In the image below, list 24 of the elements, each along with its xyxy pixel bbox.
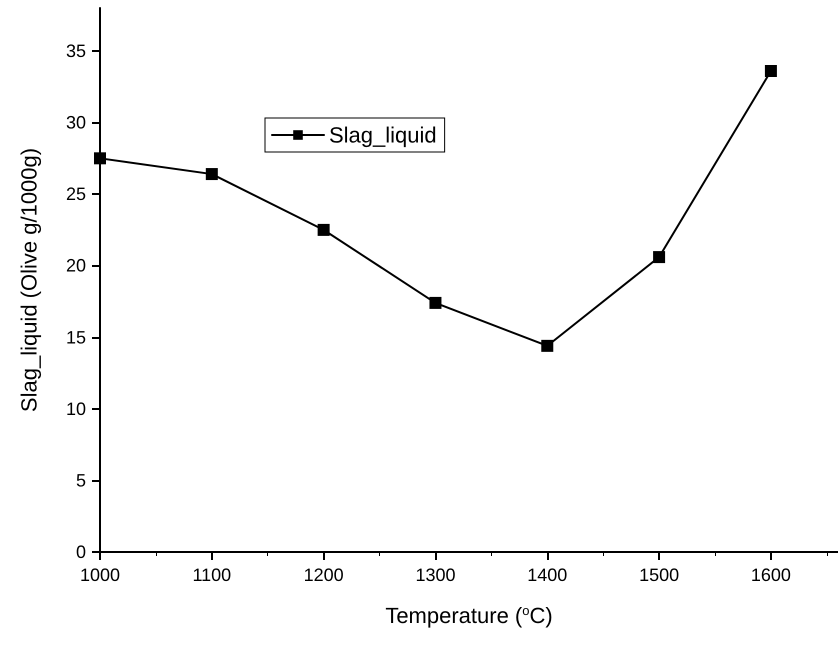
y-tick-label: 20 [66,256,86,276]
x-tick-label: 1300 [415,565,456,585]
y-tick-label: 10 [66,398,86,419]
point [318,224,330,236]
point [429,296,442,309]
y-tick-label: 30 [66,112,86,133]
legend-label: Slag_liquid [329,122,437,148]
y-tick-label: 0 [76,542,86,562]
y-tick-label: 25 [66,184,86,204]
x-tick-label: 1100 [192,565,232,585]
point [764,64,777,77]
y-tick-label: 35 [66,40,86,61]
y-axis-title: Slag_liquid (Olive g/1000g) [16,148,42,412]
y-tick-label: 15 [66,327,86,348]
x-tick-label: 1600 [750,565,791,585]
point [653,251,666,264]
point [206,168,218,180]
point [541,340,554,352]
y-tick-label: 5 [76,470,86,490]
point [94,152,106,164]
x-tick-label: 1400 [527,565,568,585]
x-tick-label: 1500 [639,565,680,585]
x-tick-label: 1200 [304,565,344,585]
x-tick-label: 1000 [80,565,120,585]
